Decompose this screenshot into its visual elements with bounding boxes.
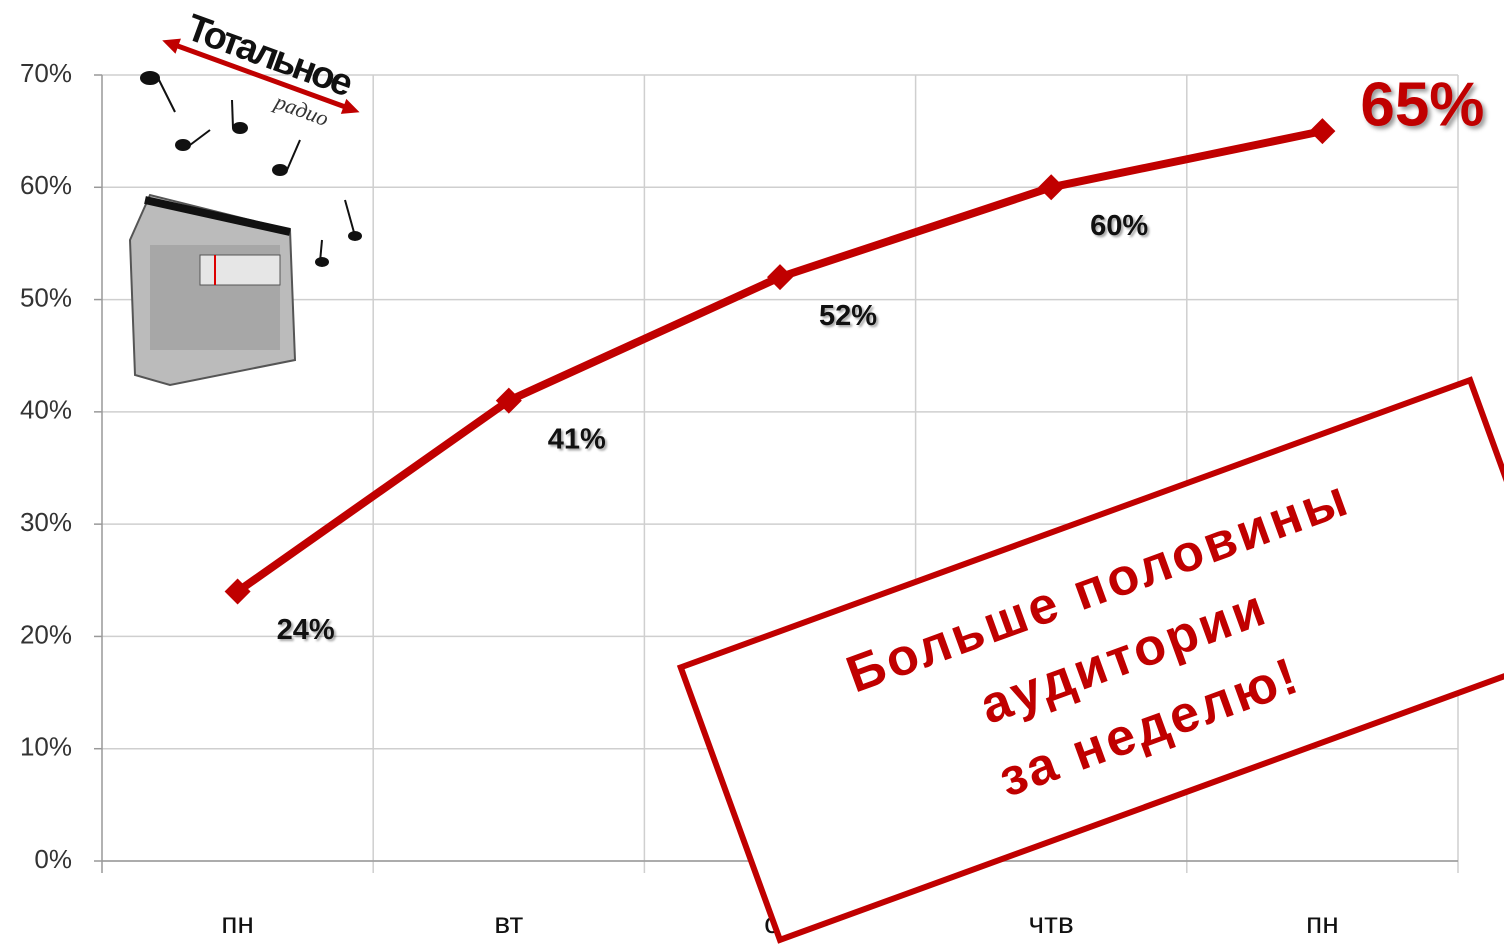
marker: [224, 578, 251, 605]
value-label: 24%: [277, 614, 335, 646]
y-tick-label: 50%: [20, 282, 72, 312]
marker: [767, 264, 793, 291]
value-label: 65%: [1360, 71, 1484, 140]
x-tick-label: пн: [1306, 907, 1339, 940]
y-tick-label: 10%: [20, 732, 72, 762]
x-tick-label: пн: [221, 907, 254, 940]
y-tick-label: 0%: [34, 844, 72, 874]
y-tick-label: 30%: [20, 507, 72, 537]
value-label: 60%: [1090, 210, 1148, 242]
stamp-frame: [676, 376, 1504, 944]
marker: [495, 387, 522, 414]
y-tick-label: 60%: [20, 170, 72, 200]
marker: [1038, 174, 1065, 201]
logo: Тотальное радио: [128, 7, 362, 387]
y-tick-label: 20%: [20, 619, 72, 649]
value-label: 52%: [819, 300, 877, 332]
x-tick-label: вт: [494, 907, 523, 940]
marker: [1309, 118, 1336, 145]
y-tick-label: 70%: [20, 58, 72, 88]
y-tick-label: 40%: [20, 395, 72, 425]
value-label: 41%: [548, 423, 606, 455]
x-tick-label: чтв: [1029, 907, 1074, 940]
